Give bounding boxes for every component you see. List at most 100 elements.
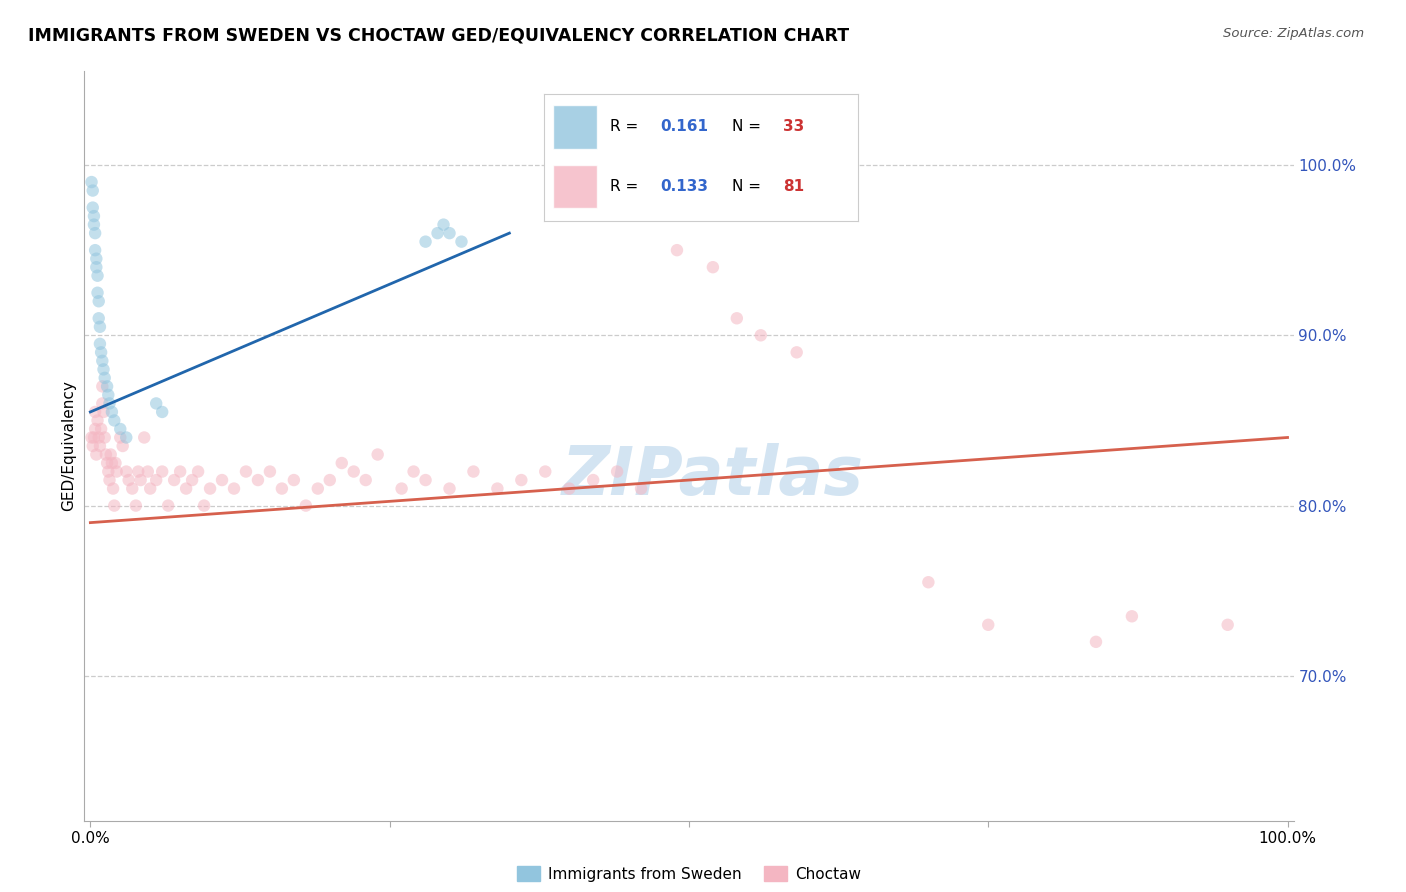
Point [84, 422, 107, 436]
Point [977, 617, 1000, 632]
Point [169, 465, 191, 479]
Point [80, 175, 103, 189]
Point [145, 473, 167, 487]
Point [101, 482, 124, 496]
Point [93, 362, 115, 376]
Point [319, 473, 342, 487]
Point [391, 482, 413, 496]
Point [439, 482, 461, 496]
Point [96, 456, 118, 470]
Point [295, 499, 318, 513]
Point [259, 465, 281, 479]
Point [83, 209, 105, 223]
Point [367, 448, 389, 462]
Point [93, 371, 115, 385]
Point [426, 226, 449, 240]
Point [630, 482, 652, 496]
Point [343, 465, 366, 479]
Point [211, 473, 233, 487]
Point [93, 430, 115, 444]
Point [198, 482, 221, 496]
Point [80, 430, 103, 444]
Point [786, 345, 808, 359]
Point [139, 482, 162, 496]
Point [86, 268, 108, 283]
Point [104, 456, 127, 470]
Point [1216, 617, 1239, 632]
Point [270, 482, 292, 496]
Point [749, 328, 772, 343]
Point [450, 235, 472, 249]
Point [89, 319, 111, 334]
Point [330, 456, 353, 470]
Point [105, 465, 128, 479]
Point [87, 311, 110, 326]
Point [90, 345, 112, 359]
Point [103, 499, 125, 513]
Point [90, 422, 112, 436]
Point [432, 218, 454, 232]
Y-axis label: GED/Equivalency: GED/Equivalency [60, 381, 76, 511]
Text: ZIPatlas: ZIPatlas [562, 443, 865, 509]
Point [84, 243, 107, 257]
Point [97, 388, 120, 402]
Point [97, 465, 120, 479]
Point [101, 456, 124, 470]
Point [84, 405, 107, 419]
Point [115, 430, 138, 444]
Point [127, 465, 149, 479]
Point [82, 184, 104, 198]
Text: Source: ZipAtlas.com: Source: ZipAtlas.com [1223, 27, 1364, 40]
Point [125, 499, 148, 513]
Point [174, 482, 197, 496]
Point [235, 465, 257, 479]
Point [187, 465, 209, 479]
Point [87, 430, 110, 444]
Point [181, 473, 204, 487]
Point [150, 465, 173, 479]
Point [86, 252, 108, 266]
Point [582, 473, 605, 487]
Point [129, 473, 152, 487]
Point [86, 260, 108, 275]
Point [89, 439, 111, 453]
Point [222, 482, 245, 496]
Point [354, 473, 377, 487]
Point [163, 473, 186, 487]
Point [402, 465, 425, 479]
Point [91, 379, 114, 393]
Point [193, 499, 215, 513]
Point [486, 482, 509, 496]
Text: IMMIGRANTS FROM SWEDEN VS CHOCTAW GED/EQUIVALENCY CORRELATION CHART: IMMIGRANTS FROM SWEDEN VS CHOCTAW GED/EQ… [28, 27, 849, 45]
Point [94, 448, 117, 462]
Point [100, 448, 122, 462]
Point [665, 243, 688, 257]
Point [98, 396, 121, 410]
Point [134, 430, 156, 444]
Point [87, 294, 110, 309]
Point [917, 575, 939, 590]
Point [82, 201, 104, 215]
Point [415, 235, 437, 249]
Point [283, 473, 305, 487]
Point [111, 439, 134, 453]
Point [93, 405, 115, 419]
Point [91, 396, 114, 410]
Point [534, 465, 557, 479]
Point [606, 465, 628, 479]
Point [510, 473, 533, 487]
Point [83, 430, 105, 444]
Point [84, 226, 107, 240]
Point [121, 482, 143, 496]
Point [157, 499, 180, 513]
Point [118, 473, 141, 487]
Point [246, 473, 269, 487]
Point [702, 260, 724, 275]
Point [86, 448, 108, 462]
Point [115, 465, 138, 479]
Point [89, 336, 111, 351]
Legend: Immigrants from Sweden, Choctaw: Immigrants from Sweden, Choctaw [510, 860, 868, 888]
Point [136, 465, 159, 479]
Point [110, 422, 132, 436]
Point [463, 465, 485, 479]
